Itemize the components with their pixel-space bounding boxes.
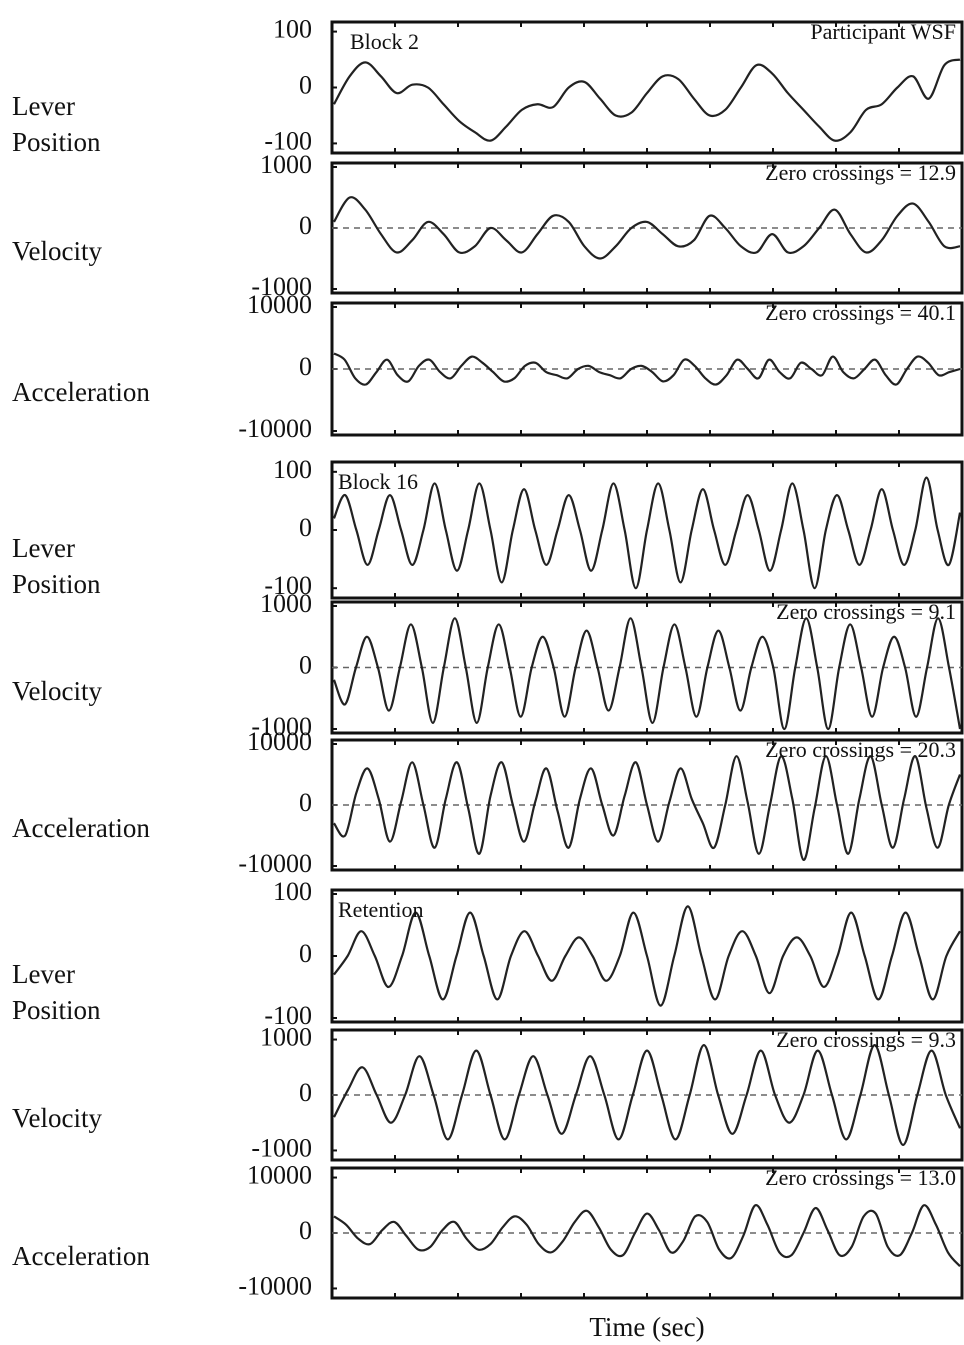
panel-note: Zero crossings = 20.3 (765, 737, 956, 762)
y-tick-label: 0 (299, 939, 312, 968)
y-tick-label: -100 (264, 126, 312, 155)
y-tick-label: -10000 (238, 849, 312, 878)
y-tick-label: 100 (273, 877, 312, 906)
y-tick-label: -1000 (251, 712, 312, 741)
line (332, 617, 962, 731)
line (333, 1043, 962, 1147)
y-tick-label: -1000 (251, 1133, 312, 1162)
y-tick-label: -10000 (238, 414, 312, 443)
y-axis-label: Velocity (12, 1103, 102, 1133)
line (333, 58, 961, 142)
y-tick-label: 10000 (247, 727, 312, 756)
y-tick-label: -100 (264, 1001, 312, 1030)
panel-note: Zero crossings = 9.3 (776, 1027, 956, 1052)
y-axis-label: Acceleration (12, 813, 150, 843)
line (333, 755, 962, 862)
y-tick-label: 0 (299, 1078, 312, 1107)
y-tick-label: 100 (273, 15, 312, 44)
y-tick-label: 1000 (260, 589, 312, 618)
panel-note: Zero crossings = 40.1 (765, 300, 956, 325)
y-axis-label: Acceleration (12, 1241, 150, 1271)
y-tick-label: 100 (273, 455, 312, 484)
y-axis-label: Lever Position (12, 90, 101, 157)
y-tick-label: -100 (264, 571, 312, 600)
y-tick-label: 0 (299, 211, 312, 240)
y-tick-label: 0 (299, 788, 312, 817)
y-tick-label: 10000 (247, 1161, 312, 1190)
y-axis-label: Velocity (12, 236, 102, 266)
y-tick-label: 0 (299, 352, 312, 381)
y-tick-label: -1000 (251, 272, 312, 301)
y-axis-label: Lever Position (12, 959, 101, 1025)
y-tick-label: 1000 (260, 1023, 312, 1052)
y-tick-label: 0 (299, 70, 312, 99)
panel-note: Zero crossings = 12.9 (765, 160, 956, 185)
y-tick-label: -10000 (238, 1271, 312, 1300)
line (332, 476, 962, 590)
panel-label: Retention (338, 897, 424, 922)
line (333, 905, 961, 1007)
panel-note: Participant WSF (810, 19, 956, 44)
line (333, 352, 961, 386)
x-axis-label: Time (sec) (589, 1312, 704, 1342)
panel-label: Block 16 (338, 469, 418, 494)
y-axis-label: Acceleration (12, 377, 150, 407)
y-tick-label: 1000 (260, 150, 312, 179)
panel-note: Zero crossings = 13.0 (765, 1165, 956, 1190)
y-tick-label: 0 (299, 650, 312, 679)
line (333, 196, 961, 260)
y-tick-label: 0 (299, 513, 312, 542)
y-tick-label: 10000 (247, 290, 312, 319)
panel-label: Block 2 (350, 29, 419, 54)
panel-note: Zero crossings = 9.1 (776, 599, 956, 624)
y-axis-label: Lever Position (12, 533, 101, 599)
y-tick-label: 0 (299, 1216, 312, 1245)
line (333, 1204, 961, 1268)
y-axis-label: Velocity (12, 675, 102, 706)
